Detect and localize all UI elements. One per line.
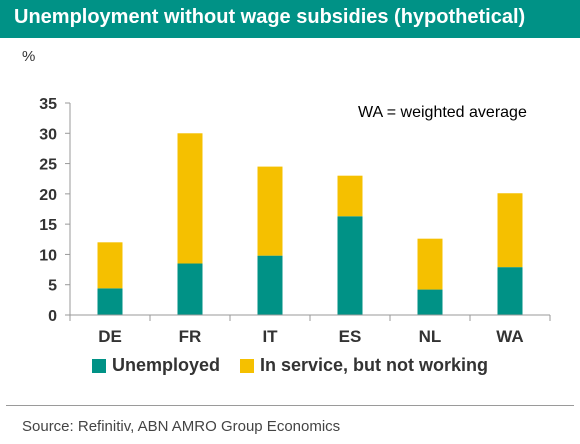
chart-annotation: WA = weighted average: [358, 104, 527, 121]
bar-in-service-it: [257, 166, 283, 256]
chart-legend: Unemployed In service, but not working: [0, 355, 580, 383]
bar-unemployed-fr: [177, 263, 203, 315]
y-tick-label: 30: [39, 126, 57, 143]
chart-title: Unemployment without wage subsidies (hyp…: [14, 6, 526, 28]
x-tick-label: NL: [419, 327, 442, 346]
footer-divider: [6, 405, 574, 406]
legend-swatch-unemployed: [92, 358, 106, 373]
bar-unemployed-nl: [417, 289, 443, 315]
y-tick-label: 10: [39, 247, 57, 264]
legend-item-unemployed: Unemployed: [92, 355, 220, 376]
y-tick-label: 5: [48, 278, 57, 295]
bar-in-service-de: [97, 242, 123, 289]
source-note: Source: Refinitiv, ABN AMRO Group Econom…: [22, 418, 341, 435]
bar-in-service-nl: [417, 238, 443, 290]
x-tick-label: ES: [339, 327, 362, 346]
bar-unemployed-de: [97, 288, 123, 315]
y-tick-label: 25: [39, 157, 57, 174]
bar-unemployed-wa: [497, 267, 523, 315]
bar-in-service-wa: [497, 193, 523, 268]
legend-item-in-service: In service, but not working: [240, 355, 488, 376]
bar-unemployed-it: [257, 255, 283, 315]
title-bar: Unemployment without wage subsidies (hyp…: [0, 0, 580, 38]
x-tick-label: DE: [98, 327, 122, 346]
legend-swatch-in-service: [240, 358, 254, 373]
legend-label-in-service: In service, but not working: [260, 355, 489, 375]
x-tick-label: WA: [496, 327, 523, 346]
y-axis-unit-label: %: [22, 48, 36, 65]
x-tick-label: IT: [262, 327, 278, 346]
y-tick-label: 35: [39, 96, 57, 113]
y-tick-label: 15: [39, 217, 57, 234]
bar-unemployed-es: [337, 216, 363, 315]
y-tick-label: 0: [48, 308, 57, 325]
x-tick-label: FR: [179, 327, 202, 346]
bar-in-service-es: [337, 175, 363, 217]
y-tick-label: 20: [39, 187, 57, 204]
legend-label-unemployed: Unemployed: [112, 355, 221, 375]
bar-in-service-fr: [177, 133, 203, 264]
